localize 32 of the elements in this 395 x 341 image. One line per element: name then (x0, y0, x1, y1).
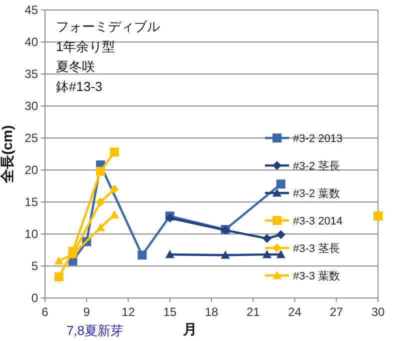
legend-label: #3-3 2014 (293, 216, 343, 228)
x-tick-label: 15 (163, 305, 177, 319)
x-tick-label: 30 (371, 305, 385, 319)
x-tick-label: 6 (42, 305, 49, 319)
x-tick-label: 21 (246, 305, 260, 319)
x-axis-title: 月 (182, 321, 197, 337)
x-tick-label: 18 (204, 305, 218, 319)
y-tick-label: 45 (24, 3, 38, 17)
y-tick-label: 25 (24, 131, 38, 145)
legend-label: #3-3 葉数 (293, 270, 340, 282)
x-tick-label: 9 (83, 305, 90, 319)
y-tick-label: 5 (31, 259, 38, 273)
legend-label: #3-2 2013 (293, 133, 343, 145)
x-tick-label: 27 (330, 305, 344, 319)
annotation: 夏冬咲 (56, 59, 95, 74)
y-tick-label: 35 (24, 67, 38, 81)
legend-label: #3-2 葉数 (293, 187, 340, 200)
y-tick-label: 15 (24, 195, 38, 209)
y-tick-label: 0 (31, 291, 38, 305)
annotation: 鉢#13-3 (56, 79, 102, 94)
y-tick-label: 10 (24, 227, 38, 241)
annotation: フォーミディブル (56, 19, 160, 34)
legend-label: #3-3 茎長 (293, 242, 340, 255)
x-tick-label: 24 (288, 305, 302, 319)
y-axis-title: 全長(cm) (0, 125, 15, 184)
annotation: 1年余り型 (56, 39, 116, 54)
x-tick-label: 12 (122, 305, 136, 319)
text: 7,8夏新芽 (66, 323, 124, 338)
y-tick-label: 20 (24, 163, 38, 177)
legend-label: #3-2 茎長 (293, 160, 340, 172)
y-tick-label: 40 (24, 35, 38, 49)
y-tick-label: 30 (24, 99, 38, 113)
